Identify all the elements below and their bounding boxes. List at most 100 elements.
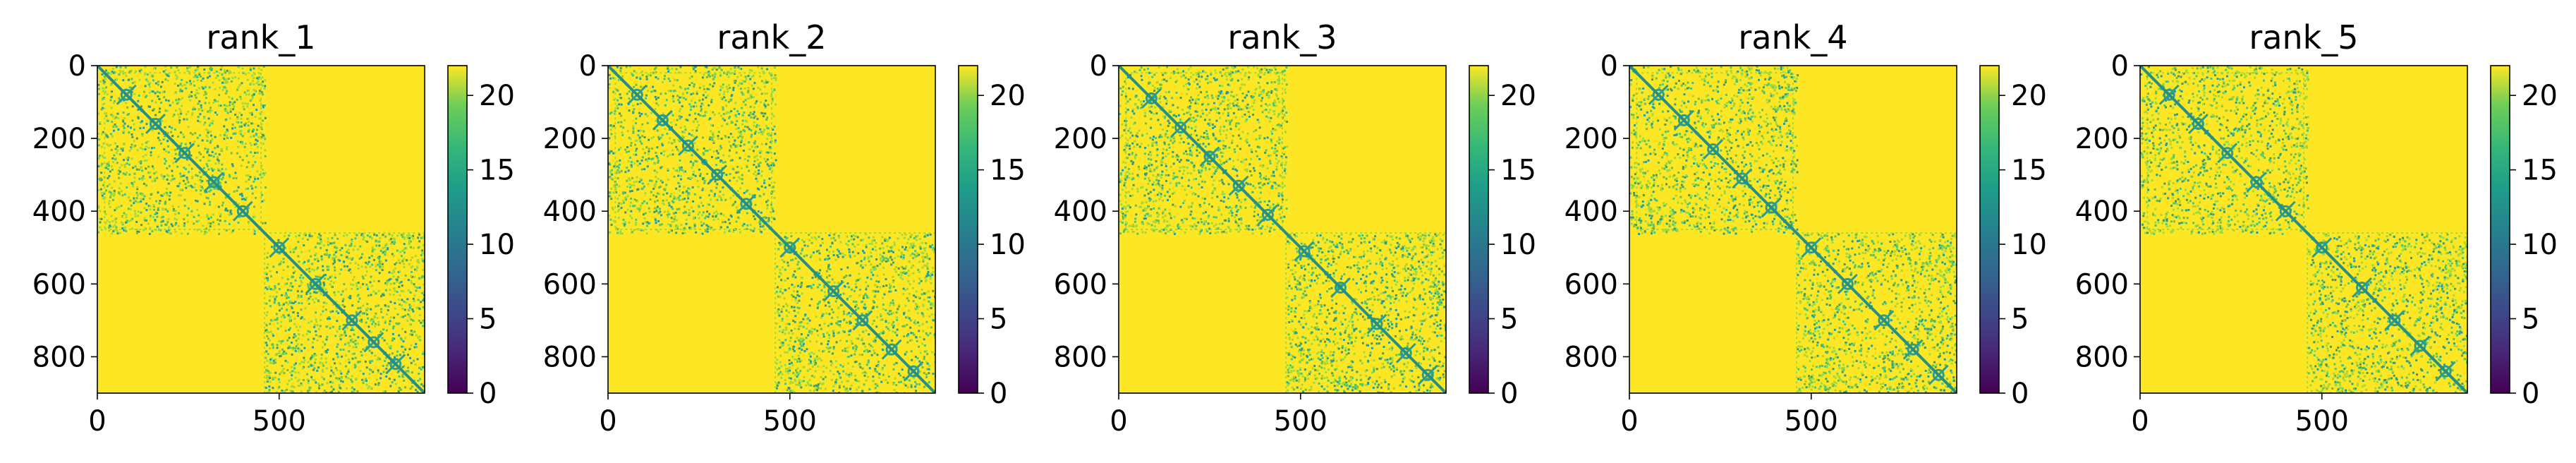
contact-speck <box>719 196 722 199</box>
contact-speck <box>162 138 165 141</box>
contact-speck <box>634 143 637 146</box>
contact-speck <box>217 160 220 162</box>
contact-speck <box>699 196 702 199</box>
contact-speck <box>232 177 235 180</box>
contact-speck <box>772 115 775 118</box>
contact-speck <box>139 127 142 130</box>
contact-speck <box>646 221 649 224</box>
contact-speck <box>760 112 763 114</box>
contact-speck <box>267 263 269 266</box>
contact-speck <box>753 106 755 109</box>
contact-speck <box>336 320 339 323</box>
contact-speck <box>371 323 374 325</box>
contact-speck <box>630 160 633 163</box>
contact-speck <box>405 370 408 373</box>
contact-speck <box>206 164 209 167</box>
contact-speck <box>882 257 885 260</box>
contact-speck <box>871 346 874 349</box>
contact-speck <box>224 181 227 184</box>
contact-speck <box>329 254 332 257</box>
contact-speck <box>692 121 695 124</box>
contact-speck <box>664 128 667 131</box>
contact-speck <box>346 256 348 259</box>
contact-speck <box>685 118 688 121</box>
contact-speck <box>333 373 336 376</box>
contact-speck <box>784 332 786 335</box>
contact-speck <box>847 380 850 383</box>
contact-speck <box>411 333 413 336</box>
contact-speck <box>123 122 126 125</box>
contact-speck <box>856 337 858 339</box>
contact-speck <box>266 256 269 259</box>
contact-speck <box>111 164 114 167</box>
contact-speck <box>192 108 195 111</box>
contact-speck <box>233 104 236 107</box>
contact-speck <box>691 66 694 68</box>
contact-speck <box>302 262 305 265</box>
contact-speck <box>379 265 382 268</box>
contact-speck <box>287 296 290 299</box>
contact-speck <box>694 70 697 73</box>
contact-speck <box>657 157 660 160</box>
contact-speck <box>119 232 121 234</box>
contact-speck <box>692 162 695 164</box>
contact-speck <box>645 76 648 78</box>
contact-speck <box>99 80 102 83</box>
contact-speck <box>126 162 128 165</box>
contact-speck <box>792 348 795 351</box>
contact-speck <box>410 361 413 364</box>
contact-speck <box>116 162 119 164</box>
contact-speck <box>353 366 356 369</box>
contact-speck <box>243 108 245 111</box>
contact-speck <box>267 370 270 373</box>
contact-speck <box>356 234 358 236</box>
contact-speck <box>133 123 135 126</box>
contact-speck <box>763 181 766 184</box>
contact-speck <box>831 361 834 364</box>
contact-speck <box>778 330 781 332</box>
contact-speck <box>625 66 628 68</box>
contact-speck <box>861 339 863 342</box>
contact-speck <box>379 330 382 333</box>
contact-speck <box>814 275 817 278</box>
contact-speck <box>865 379 868 382</box>
contact-speck <box>620 169 623 172</box>
contact-speck <box>224 87 227 90</box>
contact-speck <box>776 359 779 361</box>
contact-speck <box>730 146 733 149</box>
contact-speck <box>156 176 159 179</box>
contact-speck <box>166 140 169 143</box>
contact-speck <box>772 77 775 80</box>
contact-speck <box>412 297 415 300</box>
contact-speck <box>418 373 420 375</box>
contact-speck <box>727 71 730 73</box>
contact-speck <box>114 142 117 145</box>
contact-speck <box>183 83 186 86</box>
contact-speck <box>913 279 916 282</box>
contact-speck <box>633 162 636 164</box>
contact-speck <box>278 380 281 383</box>
contact-speck <box>148 91 151 94</box>
contact-speck <box>416 260 419 263</box>
contact-speck <box>810 298 813 301</box>
contact-speck <box>760 92 763 95</box>
contact-speck <box>309 359 312 361</box>
contact-speck <box>895 265 898 268</box>
contact-speck <box>333 241 336 244</box>
contact-speck <box>399 387 401 390</box>
contact-speck <box>867 296 870 299</box>
contact-speck <box>701 76 704 79</box>
contact-speck <box>807 317 810 320</box>
contact-speck <box>677 174 680 177</box>
contact-speck <box>404 348 407 351</box>
contact-speck <box>288 320 291 323</box>
contact-speck <box>774 66 777 68</box>
contact-speck <box>234 76 237 79</box>
contact-speck <box>314 361 317 364</box>
contact-speck <box>348 296 351 299</box>
contact-speck <box>906 297 909 300</box>
contact-speck <box>339 348 342 351</box>
contact-speck <box>224 209 227 212</box>
contact-speck <box>156 225 159 228</box>
contact-speck <box>160 221 163 224</box>
